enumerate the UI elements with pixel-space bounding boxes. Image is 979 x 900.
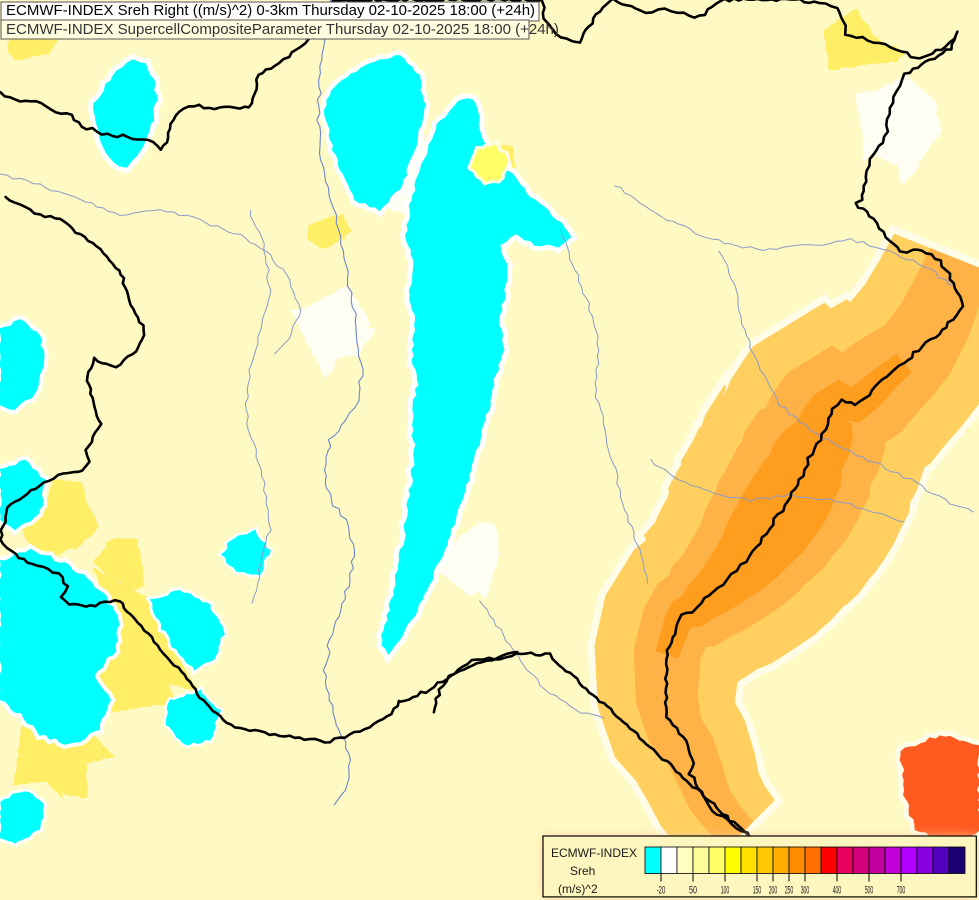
svg-text:500: 500: [865, 885, 874, 897]
svg-text:100: 100: [721, 885, 730, 897]
svg-text:ECMWF-INDEX Sreh Right ((m/s)^: ECMWF-INDEX Sreh Right ((m/s)^2) 0-3km T…: [6, 2, 535, 19]
svg-text:-20: -20: [657, 885, 666, 897]
svg-text:(m/s)^2: (m/s)^2: [558, 882, 598, 896]
svg-text:150: 150: [753, 885, 762, 897]
svg-text:ECMWF-INDEX SupercellComposite: ECMWF-INDEX SupercellCompositeParameter …: [6, 21, 559, 38]
svg-text:250: 250: [785, 885, 794, 897]
svg-text:200: 200: [769, 885, 778, 897]
svg-text:700: 700: [897, 885, 906, 897]
svg-text:Sreh: Sreh: [570, 864, 595, 878]
svg-text:50: 50: [689, 885, 697, 897]
svg-text:400: 400: [833, 885, 842, 897]
svg-text:ECMWF-INDEX: ECMWF-INDEX: [551, 846, 637, 860]
svg-text:300: 300: [801, 885, 810, 897]
